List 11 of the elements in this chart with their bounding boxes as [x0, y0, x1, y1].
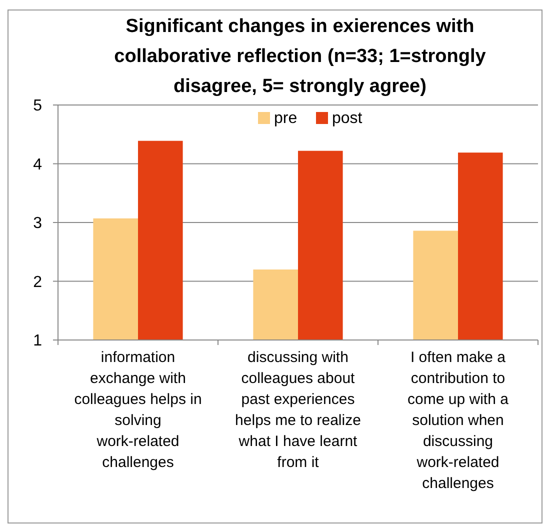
x-tick-label: I often make a contribution to come up with a solution when discussing work-related challenges — [408, 349, 510, 492]
y-tick-label: 2 — [33, 274, 42, 291]
y-tick-label: 5 — [33, 98, 42, 115]
legend-label: pre — [274, 110, 298, 127]
legend-label: post — [332, 110, 363, 127]
x-tick-label: discussing with colleagues about past experiences helps me to realize what I have learnt from it — [235, 349, 361, 471]
x-tick-label: information exchange with colleagues helps in solving work-related challenges — [74, 349, 202, 471]
y-tick-label: 3 — [33, 215, 42, 232]
chart-title: Significant changes in exierences with collaborative reflection (n=33; 1=strongly disagree, 5= strongly agree) — [114, 16, 486, 97]
y-tick-label: 4 — [33, 156, 42, 174]
y-tick-label: 1 — [33, 332, 42, 350]
